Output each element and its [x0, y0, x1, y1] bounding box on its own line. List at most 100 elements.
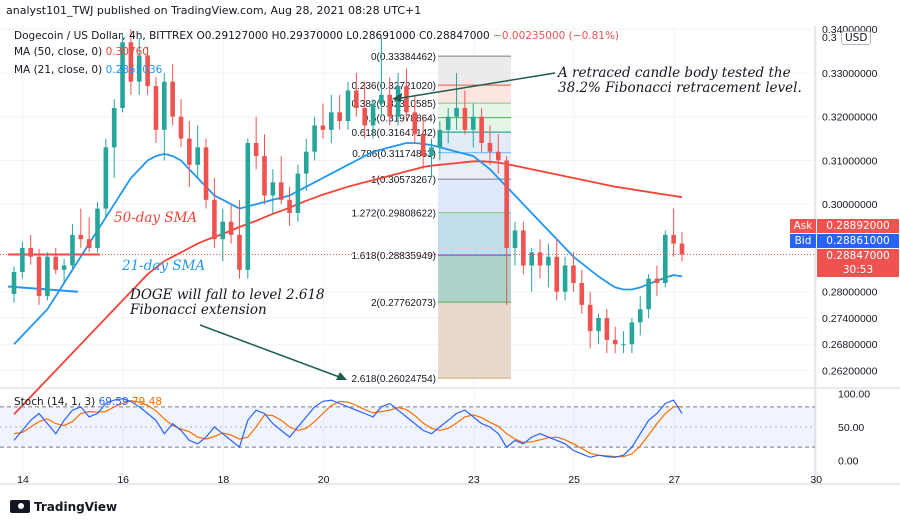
fib-band — [438, 56, 511, 86]
ma21-label: MA (21, close, 0) — [14, 64, 103, 76]
stoch-label: Stoch (14, 1, 3) — [14, 396, 96, 408]
ohlc-low: L0.28691000 — [346, 30, 416, 42]
ma50-label: MA (50, close, 0) — [14, 46, 103, 58]
extension-annotation: DOGE will fall to level 2.618 Fibonacci … — [130, 288, 325, 318]
candle-body — [395, 86, 401, 117]
candle-body — [70, 234, 75, 266]
ohlc-close: C0.28847000 — [418, 30, 490, 42]
fib-band — [438, 255, 511, 303]
candle-body — [496, 151, 501, 161]
candle-body — [579, 282, 585, 305]
candle-body — [663, 234, 668, 283]
ma21-line — [13, 142, 683, 345]
candle-body — [262, 156, 267, 196]
candle-body — [220, 221, 226, 240]
fib-level-label: 0.382(0.32310585) — [351, 99, 436, 110]
y-tick-label: 0.31000000 — [822, 155, 878, 167]
y-tick-label: 0.27400000 — [822, 313, 878, 325]
candle-body — [354, 90, 359, 108]
candle-body — [571, 265, 576, 283]
sma21-label: 21-day SMA — [122, 258, 206, 274]
candle-body — [379, 94, 384, 104]
fib-level-label: 0.5(0.31978864) — [363, 114, 436, 125]
stoch-legend[interactable]: Stoch (14, 1, 3) 69.59 79.48 — [14, 396, 162, 408]
x-tick-label: 18 — [218, 474, 230, 486]
stoch-tick-label: 0.00 — [838, 456, 859, 468]
tradingview-logo-text: TradingView — [34, 500, 118, 514]
x-tick-label: 23 — [468, 474, 480, 486]
stoch-tick-label: 50.00 — [838, 422, 864, 434]
publish-header: analyst101_TWJ published on TradingView.… — [6, 4, 422, 17]
candle-countdown: 30:53 — [817, 263, 899, 277]
candle-body — [445, 116, 451, 130]
candle-body — [178, 116, 184, 139]
candle-body — [612, 339, 618, 345]
symbol-name: Dogecoin / US Dollar, 4h, BITTREX — [14, 30, 194, 42]
candle-body — [120, 42, 125, 108]
candle-body — [320, 125, 326, 130]
fib-band — [438, 179, 511, 213]
stoch-d-value: 79.48 — [132, 396, 163, 408]
tradingview-logo-icon — [10, 500, 30, 513]
retracement-annotation: A retraced candle body tested the 38.2% … — [558, 66, 802, 96]
candle-body — [462, 107, 468, 130]
candle-body — [454, 107, 459, 117]
candle-body — [203, 147, 209, 200]
ma21-legend[interactable]: MA (21, close, 0) 0.2855036 — [14, 64, 162, 76]
candle-body — [329, 112, 334, 130]
candle-body — [604, 317, 610, 340]
candle-body — [537, 252, 543, 266]
retracement-arrow-head — [392, 93, 402, 102]
candle-body — [237, 234, 242, 270]
x-tick-label: 14 — [17, 474, 29, 486]
x-tick-label: 16 — [117, 474, 129, 486]
candle-body — [111, 107, 117, 148]
candle-body — [562, 265, 568, 292]
candle-body — [521, 230, 526, 266]
tradingview-logo[interactable]: TradingView — [10, 500, 117, 514]
x-tick-label: 20 — [318, 474, 330, 486]
candle-body — [429, 147, 434, 157]
ohlc-change: −0.00235000 (−0.81%) — [493, 30, 620, 42]
candle-body — [529, 252, 534, 266]
y-tick-label: 0.32000000 — [822, 112, 878, 124]
ma50-line — [13, 160, 683, 415]
candle-body — [195, 147, 200, 165]
fib-level-label: 0.618(0.31647142) — [351, 128, 436, 139]
fib-band — [438, 212, 511, 256]
candle-body — [270, 182, 276, 196]
last-price-value: 0.28847000 — [817, 249, 899, 263]
y-tick-label: 0.26200000 — [822, 365, 878, 377]
candle-body — [228, 221, 234, 235]
candle-body — [212, 199, 217, 240]
candle-body — [671, 234, 676, 244]
candle-body — [61, 265, 67, 270]
fib-level-label: 1.618(0.28835949) — [351, 251, 436, 262]
candle-body — [145, 55, 150, 87]
sma21-marker-line — [7, 285, 79, 293]
extension-arrow-head — [336, 372, 347, 380]
stoch-tick-label: 100.00 — [838, 388, 870, 400]
y-tick-label: 0.26800000 — [822, 339, 878, 351]
fib-band — [438, 103, 511, 118]
fib-level-label: 0(0.33384462) — [371, 52, 436, 63]
currency-button[interactable]: USD — [841, 31, 872, 45]
ma50-legend[interactable]: MA (50, close, 0) 0.30760 — [14, 46, 149, 58]
fib-level-label: 2(0.27762073) — [371, 298, 436, 309]
candle-body — [404, 86, 409, 113]
extension-annotation-line1: DOGE will fall to level 2.618 — [130, 287, 325, 303]
fib-band — [438, 132, 511, 153]
candle-body — [587, 304, 593, 332]
candle-body — [312, 125, 317, 152]
candle-body — [11, 272, 17, 294]
candle-body — [554, 256, 560, 292]
ask-value: 0.28892000 — [817, 219, 899, 233]
stoch-band — [0, 406, 815, 448]
candle-body — [253, 142, 259, 157]
retracement-annotation-line2: 38.2% Fibonacci retracement level. — [558, 80, 802, 96]
fib-band — [438, 85, 511, 104]
candle-body — [629, 322, 635, 345]
candle-body — [420, 134, 426, 157]
